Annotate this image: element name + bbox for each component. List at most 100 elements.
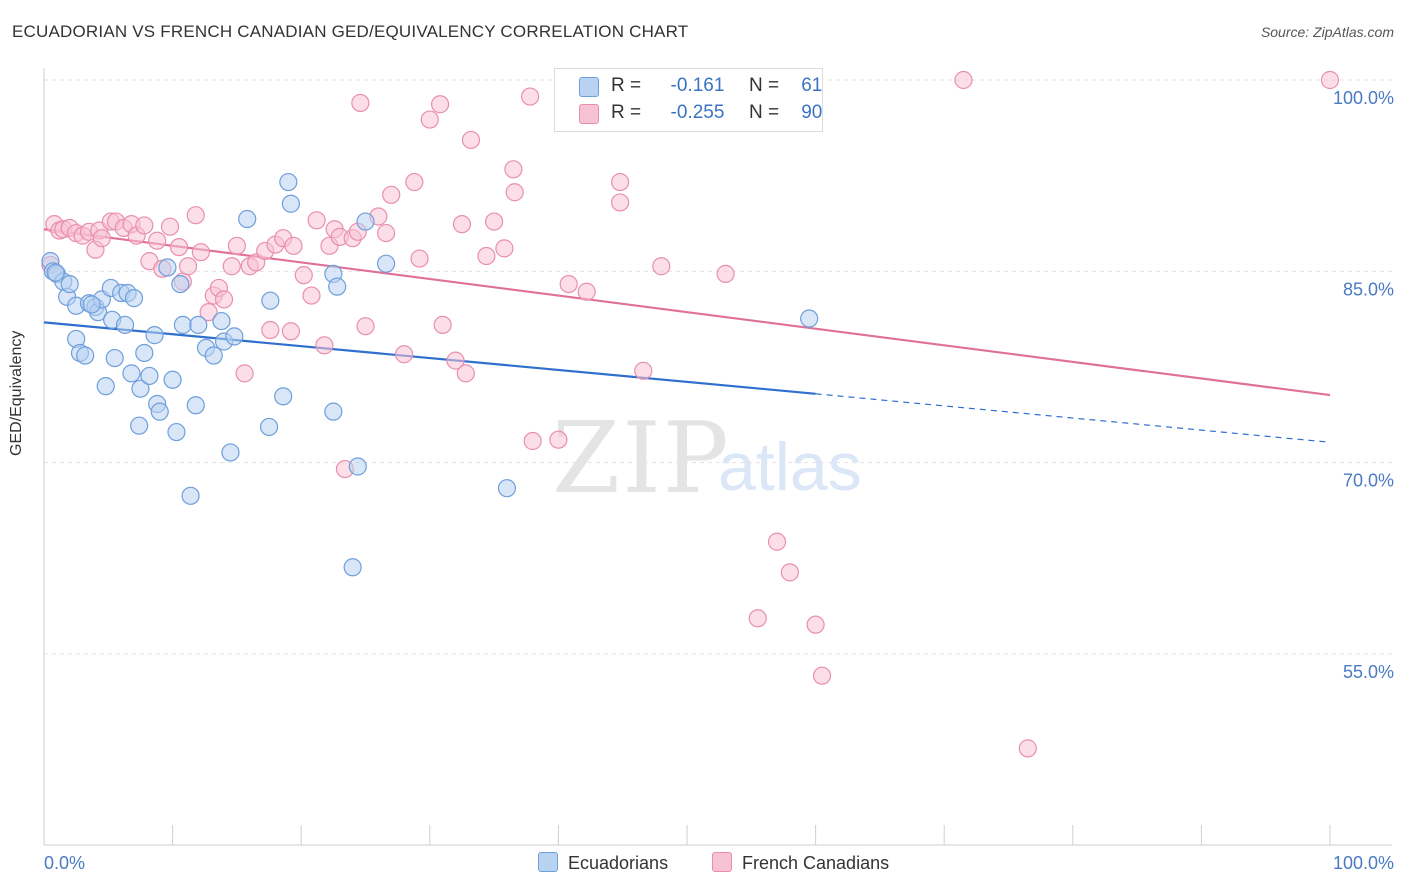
bottom-legend-ecuadorians[interactable]: Ecuadorians bbox=[538, 852, 668, 874]
axes bbox=[43, 68, 1392, 846]
french-canadian-point bbox=[433, 315, 452, 335]
french-canadian-point bbox=[160, 217, 180, 236]
french-canadian-point bbox=[446, 351, 465, 370]
ecuadorian-point bbox=[204, 346, 223, 365]
french-canadian-point bbox=[261, 320, 280, 340]
ecuadorian-point bbox=[46, 263, 65, 282]
french-canadian-point bbox=[302, 286, 321, 305]
french-canadian-point bbox=[505, 183, 524, 202]
data-points bbox=[41, 70, 1340, 758]
ecuadorian-point bbox=[122, 364, 141, 383]
ecuadorian-point bbox=[281, 194, 301, 213]
ecuadorian-point bbox=[189, 315, 208, 335]
ecuadorians-trend-extension bbox=[815, 393, 1331, 443]
legend-swatch-pink bbox=[579, 104, 599, 124]
ecuadorian-point bbox=[356, 212, 375, 231]
french-canadian-point bbox=[523, 431, 542, 451]
french-canadian-point bbox=[521, 87, 540, 106]
french-canadian-point bbox=[351, 93, 370, 113]
french-canadian-point bbox=[495, 239, 514, 258]
french-canadian-point bbox=[716, 264, 735, 283]
french-canadian-point bbox=[452, 215, 472, 234]
watermark-atlas: atlas bbox=[718, 429, 862, 505]
ecuadorian-point bbox=[279, 172, 298, 192]
ecuadorian-point bbox=[274, 387, 293, 406]
french-canadian-point bbox=[178, 257, 198, 276]
french-canadian-point bbox=[559, 274, 578, 294]
bottom-legend-french-canadians[interactable]: French Canadians bbox=[712, 852, 889, 874]
legend-box: R = -0.161 N = 61 R = -0.255 N = 90 bbox=[554, 68, 823, 132]
french-canadian-point bbox=[611, 172, 630, 192]
ecuadorian-point bbox=[124, 289, 144, 308]
ecuadorian-point bbox=[145, 326, 164, 345]
french-canadian-point bbox=[92, 229, 111, 248]
french-canadian-point bbox=[191, 243, 210, 262]
x-tick-label: 0.0% bbox=[44, 853, 85, 873]
french-canadian-point bbox=[634, 361, 653, 380]
ecuadorian-point bbox=[328, 277, 347, 296]
french-canadian-point bbox=[485, 212, 504, 231]
ecuadorian-point bbox=[140, 366, 159, 386]
french-canadian-point bbox=[284, 236, 303, 255]
ecuadorians-trend-line bbox=[43, 321, 816, 395]
x-tick-label: 100.0% bbox=[1333, 853, 1394, 873]
ecuadorian-point bbox=[82, 295, 101, 314]
ecuadorian-point bbox=[324, 402, 343, 421]
french-canadian-point bbox=[148, 231, 167, 250]
french-canadian-point bbox=[222, 257, 241, 276]
legend-swatch-blue bbox=[538, 852, 558, 872]
french-canadian-point bbox=[1018, 739, 1037, 758]
ecuadorian-point bbox=[115, 315, 135, 335]
y-tick-label: 55.0% bbox=[1343, 662, 1394, 682]
ecuadorian-point bbox=[181, 486, 200, 505]
french-canadian-point bbox=[227, 236, 246, 255]
legend-swatch-pink bbox=[712, 852, 732, 872]
legend-r-value: -0.161 bbox=[670, 75, 725, 96]
ecuadorian-point bbox=[76, 346, 95, 365]
ecuadorian-point bbox=[497, 479, 517, 498]
ecuadorian-point bbox=[60, 274, 79, 294]
ecuadorian-point bbox=[225, 327, 244, 346]
french-canadian-point bbox=[577, 282, 596, 301]
ecuadorian-point bbox=[173, 315, 192, 335]
french-canadian-point bbox=[461, 130, 481, 150]
ecuadorian-point bbox=[261, 291, 280, 310]
legend-r-label: R = bbox=[611, 75, 642, 96]
ecuadorian-point bbox=[376, 254, 396, 273]
french-canadian-point bbox=[611, 193, 630, 212]
watermark-zip: ZIP bbox=[552, 402, 731, 516]
french-canadian-point bbox=[549, 430, 568, 449]
ecuadorian-point bbox=[163, 370, 182, 389]
legend-n-value: 61 bbox=[801, 75, 823, 96]
ecuadorian-point bbox=[348, 457, 367, 476]
ecuadorian-point bbox=[800, 309, 819, 328]
french-canadian-point bbox=[135, 216, 154, 235]
ecuadorian-point bbox=[212, 311, 231, 331]
french-canadian-point bbox=[186, 206, 205, 225]
ecuadorian-point bbox=[130, 416, 149, 435]
french-canadian-point bbox=[235, 364, 254, 383]
ecuadorian-point bbox=[150, 402, 169, 421]
ecuadorian-point bbox=[171, 274, 190, 294]
french-canadian-point bbox=[806, 615, 825, 634]
french-canadian-point bbox=[1320, 70, 1340, 90]
ecuadorian-point bbox=[96, 377, 115, 396]
french-canadian-point bbox=[405, 172, 424, 192]
french-canadian-point bbox=[356, 317, 375, 336]
ecuadorian-point bbox=[158, 258, 177, 277]
ecuadorian-point bbox=[221, 443, 240, 462]
legend-r-value: -0.255 bbox=[670, 102, 725, 123]
french-canadian-point bbox=[214, 290, 234, 309]
french-canadian-point bbox=[812, 666, 832, 685]
legend-r-label: R = bbox=[611, 102, 642, 123]
ecuadorian-point bbox=[343, 558, 362, 577]
french-canadian-point bbox=[456, 364, 475, 383]
ecuadorian-point bbox=[167, 422, 186, 442]
french-canadian-point bbox=[652, 257, 671, 276]
french-canadian-point bbox=[767, 532, 787, 551]
y-tick-label: 100.0% bbox=[1333, 88, 1394, 108]
ecuadorian-point bbox=[105, 348, 124, 368]
french-canadian-point bbox=[477, 246, 496, 266]
french-canadian-point bbox=[315, 336, 334, 355]
